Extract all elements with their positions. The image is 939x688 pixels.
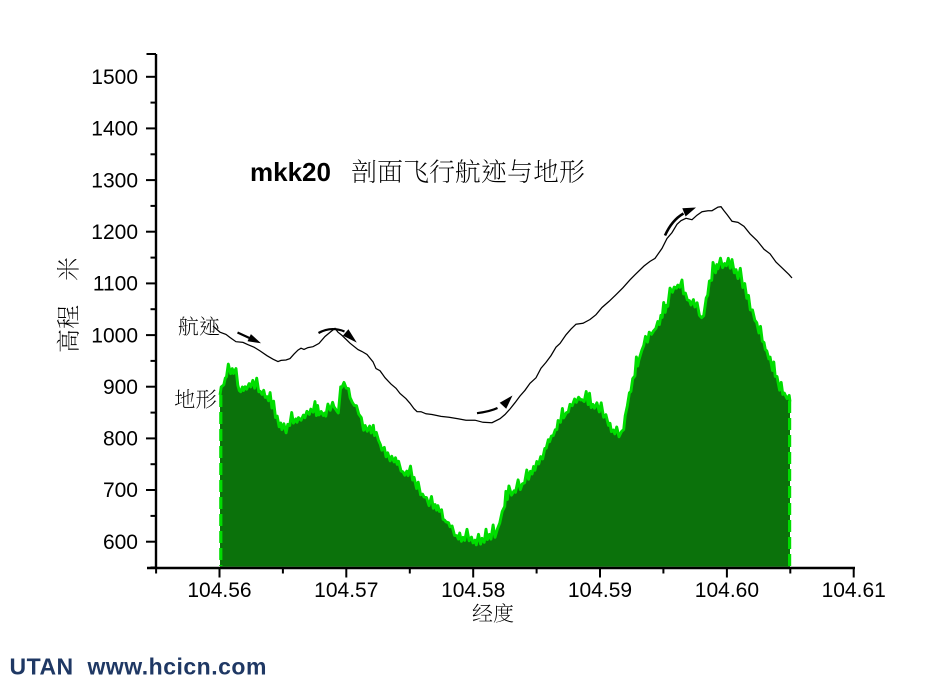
svg-text:1400: 1400 xyxy=(91,118,138,141)
svg-text:800: 800 xyxy=(103,428,138,451)
svg-text:600: 600 xyxy=(103,531,138,554)
svg-text:104.59: 104.59 xyxy=(568,579,632,602)
svg-text:104.57: 104.57 xyxy=(314,579,378,602)
svg-text:1200: 1200 xyxy=(91,221,138,244)
svg-text:mkk20: mkk20 xyxy=(250,157,331,187)
svg-text:UTAN www.hcicn.com: UTAN www.hcicn.com xyxy=(10,654,267,680)
svg-text:104.58: 104.58 xyxy=(441,579,505,602)
svg-text:1500: 1500 xyxy=(91,66,138,89)
svg-text:900: 900 xyxy=(103,376,138,399)
svg-text:700: 700 xyxy=(103,479,138,502)
svg-text:104.60: 104.60 xyxy=(695,579,759,602)
svg-text:1100: 1100 xyxy=(93,273,138,296)
svg-text:1300: 1300 xyxy=(91,169,138,192)
svg-text:104.56: 104.56 xyxy=(187,579,251,602)
svg-text:1000: 1000 xyxy=(91,324,138,347)
svg-text:104.61: 104.61 xyxy=(822,579,886,602)
